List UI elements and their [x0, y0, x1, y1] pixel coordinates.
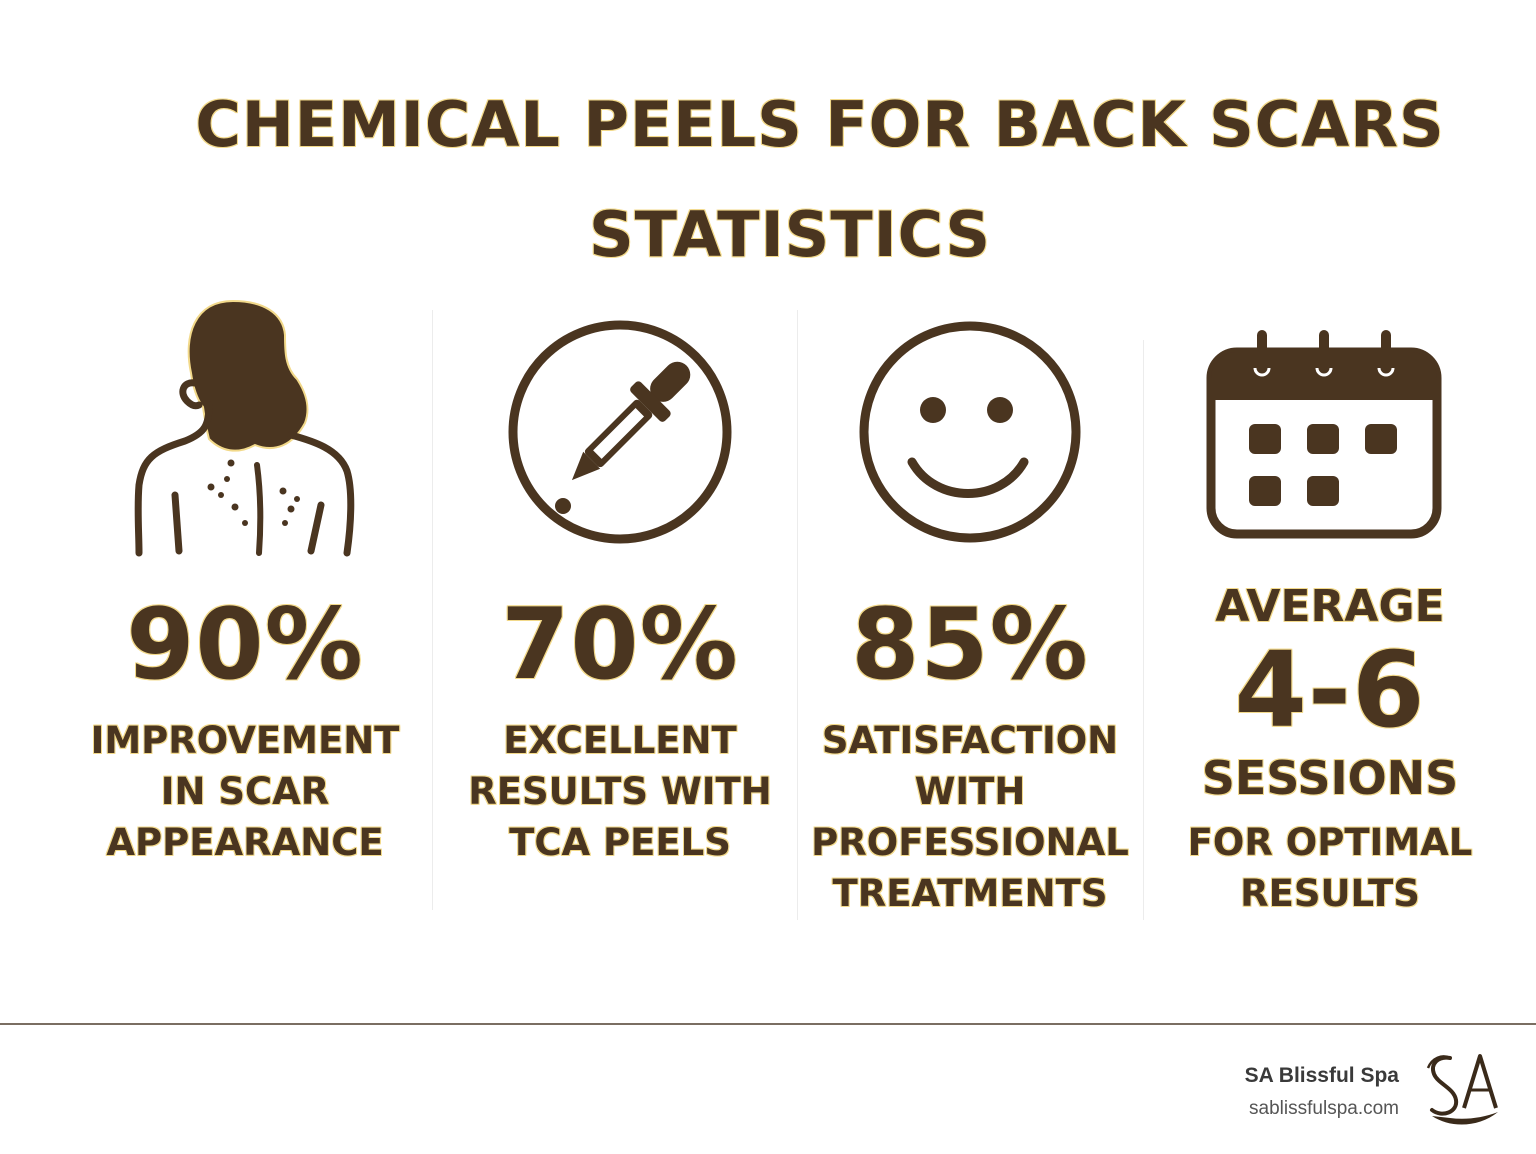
stat-value: 90%: [126, 588, 364, 702]
page-title: CHEMICAL PEELS FOR BACK SCARS STATISTICS: [60, 70, 1520, 290]
column-divider: [432, 310, 433, 910]
stat-description-line: APPEARANCE: [106, 821, 384, 864]
stat-description-line: EXCELLENT: [503, 719, 737, 762]
column-divider: [797, 310, 798, 920]
stat-description-line: FOR OPTIMAL: [1187, 821, 1473, 864]
stat-label: AVERAGE: [1215, 581, 1445, 632]
stat-description-line: IMPROVEMENT: [90, 719, 400, 762]
sa-monogram-logo: [1426, 1054, 1498, 1125]
smiley-face-icon: [800, 290, 1140, 570]
stat-description-line: TCA PEELS: [509, 821, 731, 864]
stat-description-line: RESULTS WITH: [468, 770, 772, 813]
calendar-icon: [1150, 290, 1510, 570]
stat-description-line: PROFESSIONAL: [811, 821, 1129, 864]
stat-description-line: WITH: [914, 770, 1026, 813]
title-line-1: CHEMICAL PEELS FOR BACK SCARS: [195, 88, 1445, 161]
stat-unit: SESSIONS: [1201, 751, 1459, 805]
stat-value: 85%: [851, 588, 1089, 702]
stat-description: SATISFACTION WITH PROFESSIONAL TREATMENT…: [800, 715, 1140, 919]
column-divider: [1143, 340, 1144, 920]
stat-description: IMPROVEMENT IN SCAR APPEARANCE: [70, 715, 420, 868]
brand-name: SA Blissful Spa: [1244, 1064, 1399, 1087]
stat-description: FOR OPTIMAL RESULTS: [1150, 817, 1510, 919]
stat-improvement: 90% IMPROVEMENT IN SCAR APPEARANCE: [70, 290, 420, 930]
footer-divider: [0, 1023, 1536, 1025]
dropper-icon: [445, 290, 795, 570]
stat-description: EXCELLENT RESULTS WITH TCA PEELS: [445, 715, 795, 868]
stat-description-line: RESULTS: [1240, 872, 1420, 915]
stat-description-line: TREATMENTS: [832, 872, 1108, 915]
brand-url: sablissfulspa.com: [1249, 1098, 1399, 1119]
stat-description-line: IN SCAR: [160, 770, 330, 813]
stat-value: 4-6: [1234, 629, 1426, 751]
stat-description-line: SATISFACTION: [821, 719, 1119, 762]
stat-value: 70%: [501, 588, 739, 702]
stat-satisfaction: 85% SATISFACTION WITH PROFESSIONAL TREAT…: [800, 290, 1140, 930]
woman-back-icon: [70, 290, 420, 570]
title-line-2: STATISTICS: [589, 198, 991, 271]
stat-sessions: AVERAGE 4-6 SESSIONS FOR OPTIMAL RESULTS: [1150, 290, 1510, 930]
stat-tca-peels: 70% EXCELLENT RESULTS WITH TCA PEELS: [445, 290, 795, 930]
